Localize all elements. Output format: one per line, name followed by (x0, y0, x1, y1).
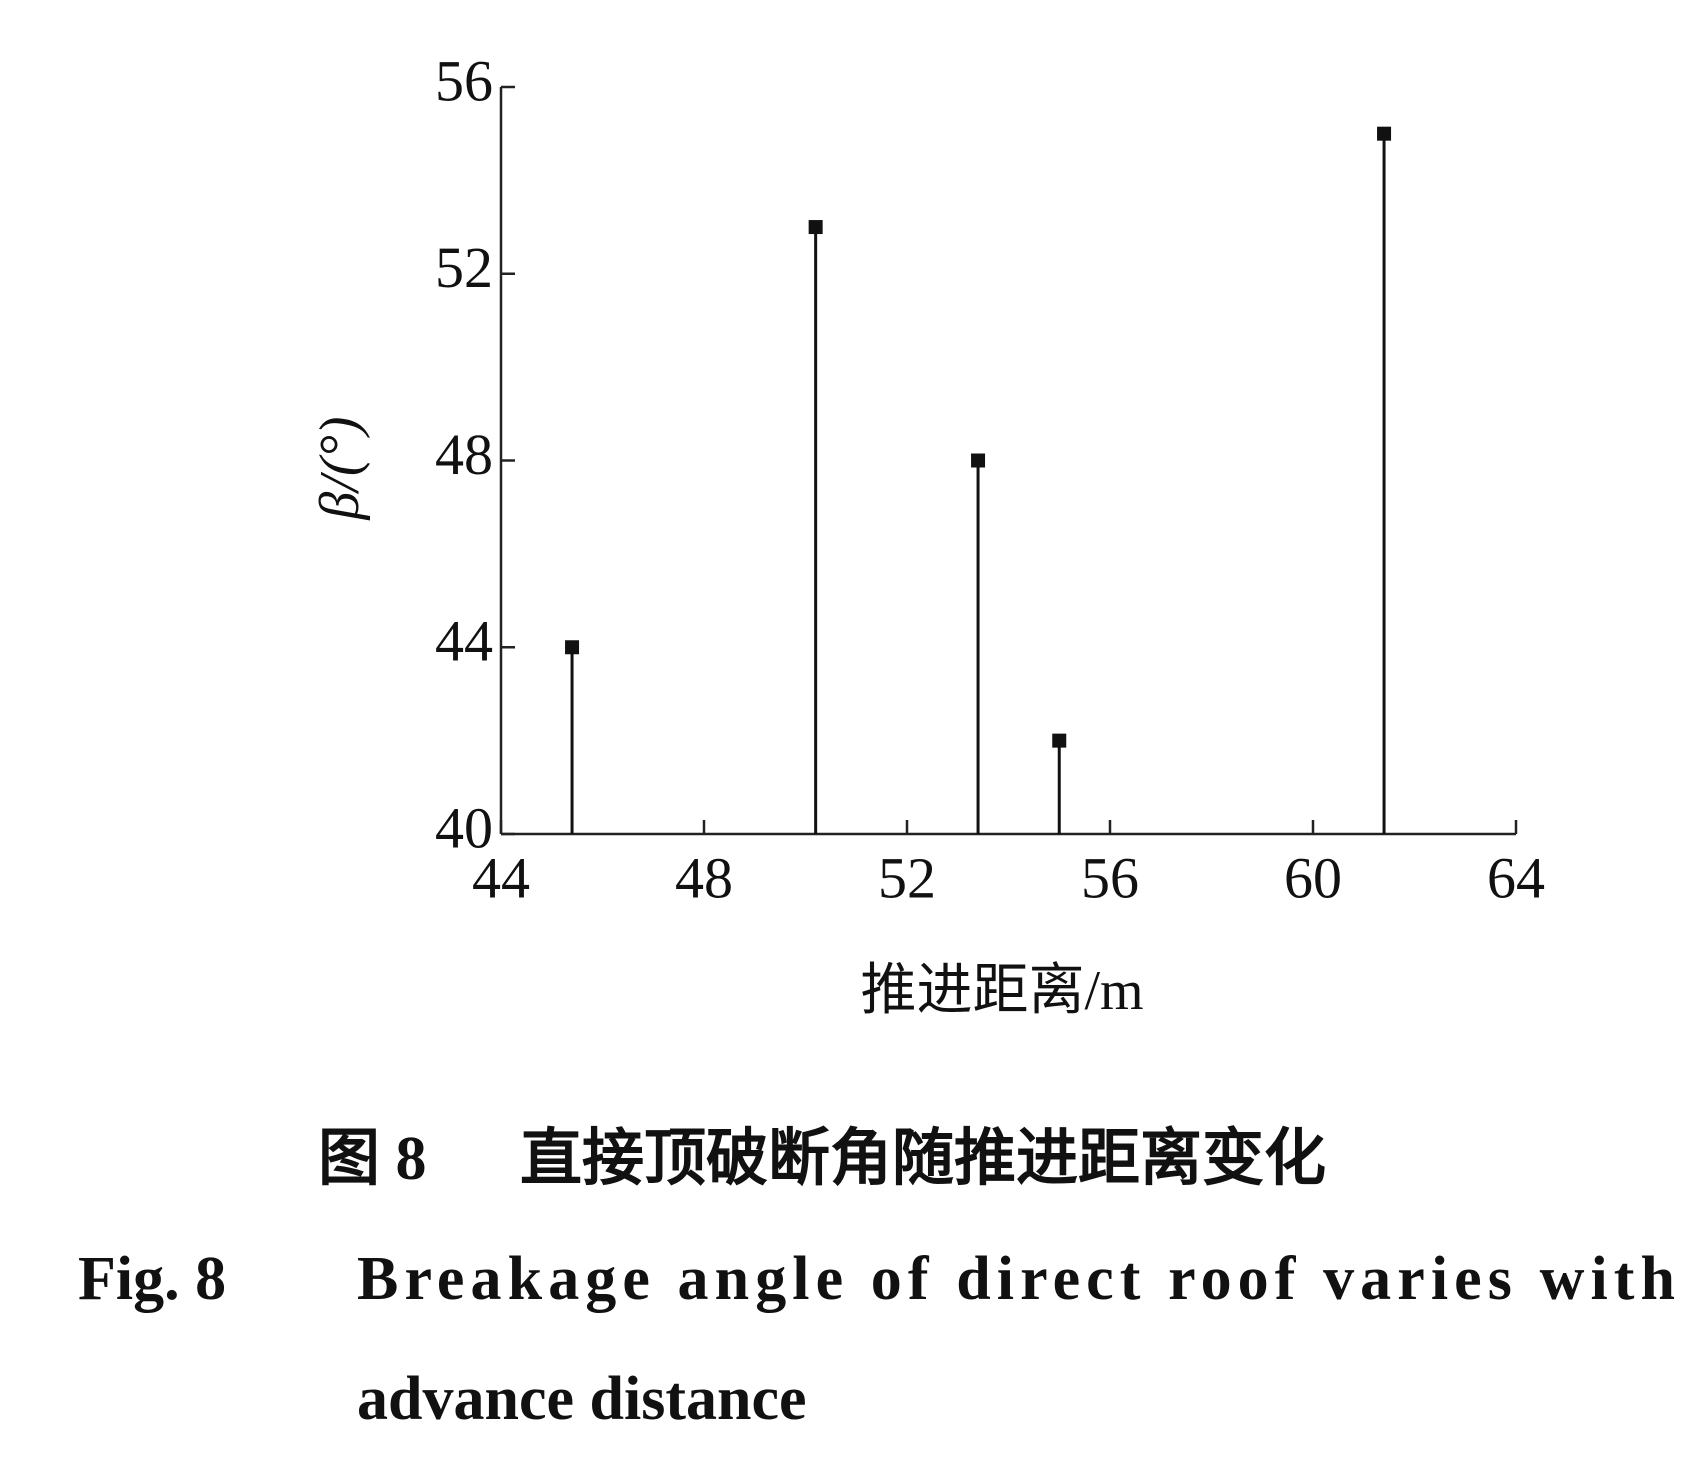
stem-marker (1052, 733, 1067, 748)
y-axis-label: β/(°) (309, 416, 371, 520)
caption-en-title: advance distance (357, 1365, 807, 1433)
y-tick-label: 48 (435, 422, 493, 487)
x-tick-label: 60 (1284, 845, 1342, 910)
x-tick-label: 56 (1081, 845, 1139, 910)
x-tick-label: 64 (1487, 845, 1545, 910)
stem-marker (971, 453, 986, 468)
y-tick-label: 40 (435, 795, 493, 860)
caption-en-number: Fig. 8 (78, 1245, 226, 1313)
y-tick-label: 52 (435, 235, 493, 300)
x-tick-label: 44 (472, 845, 530, 910)
x-tick-label: 52 (878, 845, 936, 910)
caption-cn-number: 图 8 (318, 1125, 427, 1193)
stem-marker (808, 220, 823, 235)
x-tick-label: 48 (675, 845, 733, 910)
y-tick-label: 44 (435, 609, 493, 674)
stem-marker (1377, 126, 1392, 141)
caption-en-title: Breakage angle of direct roof varies wit… (357, 1245, 1675, 1313)
y-tick-label: 56 (435, 48, 493, 113)
stem-marker (565, 640, 580, 655)
x-axis-label: 推进距离/m (860, 960, 1143, 1022)
caption-cn-title: 直接顶破断角随推进距离变化 (520, 1124, 1326, 1193)
